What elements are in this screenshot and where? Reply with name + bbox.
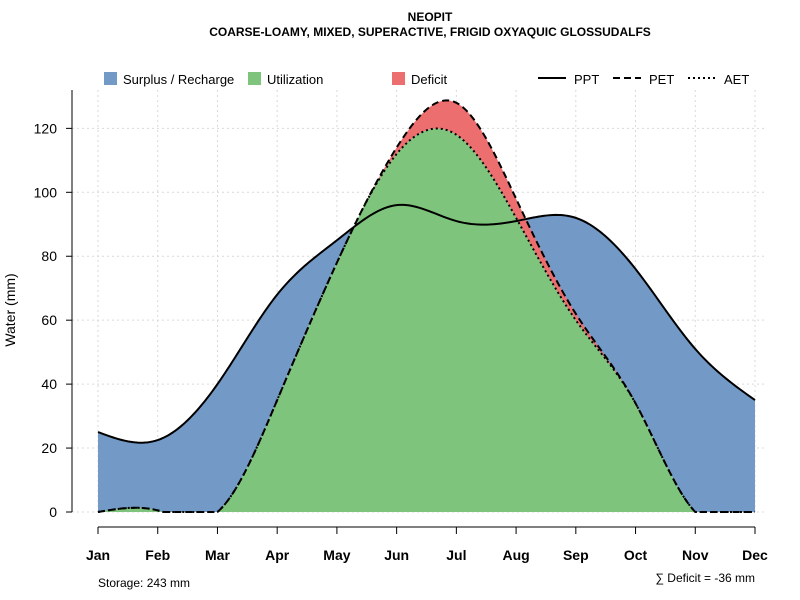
x-tick-label: Jun: [384, 547, 409, 563]
legend-label-aet: AET: [724, 72, 749, 87]
deficit-note: ∑ Deficit = -36 mm: [655, 571, 755, 585]
chart-subtitle: COARSE-LOAMY, MIXED, SUPERACTIVE, FRIGID…: [209, 25, 651, 39]
series-lines: [97, 99, 756, 513]
x-tick-label: Sep: [563, 547, 589, 563]
x-tick-label: Nov: [682, 547, 709, 563]
area-utilization: [98, 128, 755, 512]
y-tick-label: 20: [41, 440, 57, 456]
y-tick-label: 60: [41, 312, 57, 328]
x-tick-label: Jan: [86, 547, 110, 563]
legend: Surplus / Recharge Utilization Deficit P…: [104, 72, 749, 87]
x-tick-label: Feb: [145, 547, 170, 563]
legend-label-pet: PET: [649, 72, 674, 87]
chart-title: NEOPIT: [408, 10, 453, 24]
axes: 0 20 40 60 80 100 120 Jan Feb Mar Apr May Jun Jul Aug S…: [34, 90, 768, 563]
y-tick-label: 0: [49, 504, 57, 520]
x-tick-label: Jul: [446, 547, 466, 563]
y-tick-label: 120: [34, 120, 58, 136]
legend-swatch-surplus: [104, 72, 117, 85]
series-line-ppt: [97, 203, 756, 444]
y-tick-label: 100: [34, 184, 58, 200]
legend-swatch-deficit: [392, 72, 405, 85]
y-axis-label: Water (mm): [2, 273, 18, 346]
y-tick-label: 80: [41, 248, 57, 264]
x-tick-label: Dec: [742, 547, 768, 563]
legend-label-utilization: Utilization: [267, 72, 323, 87]
area-layers: [98, 100, 755, 513]
x-tick-label: Oct: [624, 547, 648, 563]
x-tick-label: Apr: [265, 547, 290, 563]
legend-label-deficit: Deficit: [411, 72, 448, 87]
x-tick-label: Mar: [205, 547, 230, 563]
storage-note: Storage: 243 mm: [98, 576, 190, 590]
legend-label-ppt: PPT: [574, 72, 599, 87]
y-tick-label: 40: [41, 376, 57, 392]
x-tick-label: Aug: [502, 547, 529, 563]
area-surplus: [98, 128, 755, 512]
legend-label-surplus: Surplus / Recharge: [123, 72, 234, 87]
legend-swatch-utilization: [248, 72, 261, 85]
series-line-aet: [97, 127, 755, 513]
x-tick-label: May: [323, 547, 350, 563]
